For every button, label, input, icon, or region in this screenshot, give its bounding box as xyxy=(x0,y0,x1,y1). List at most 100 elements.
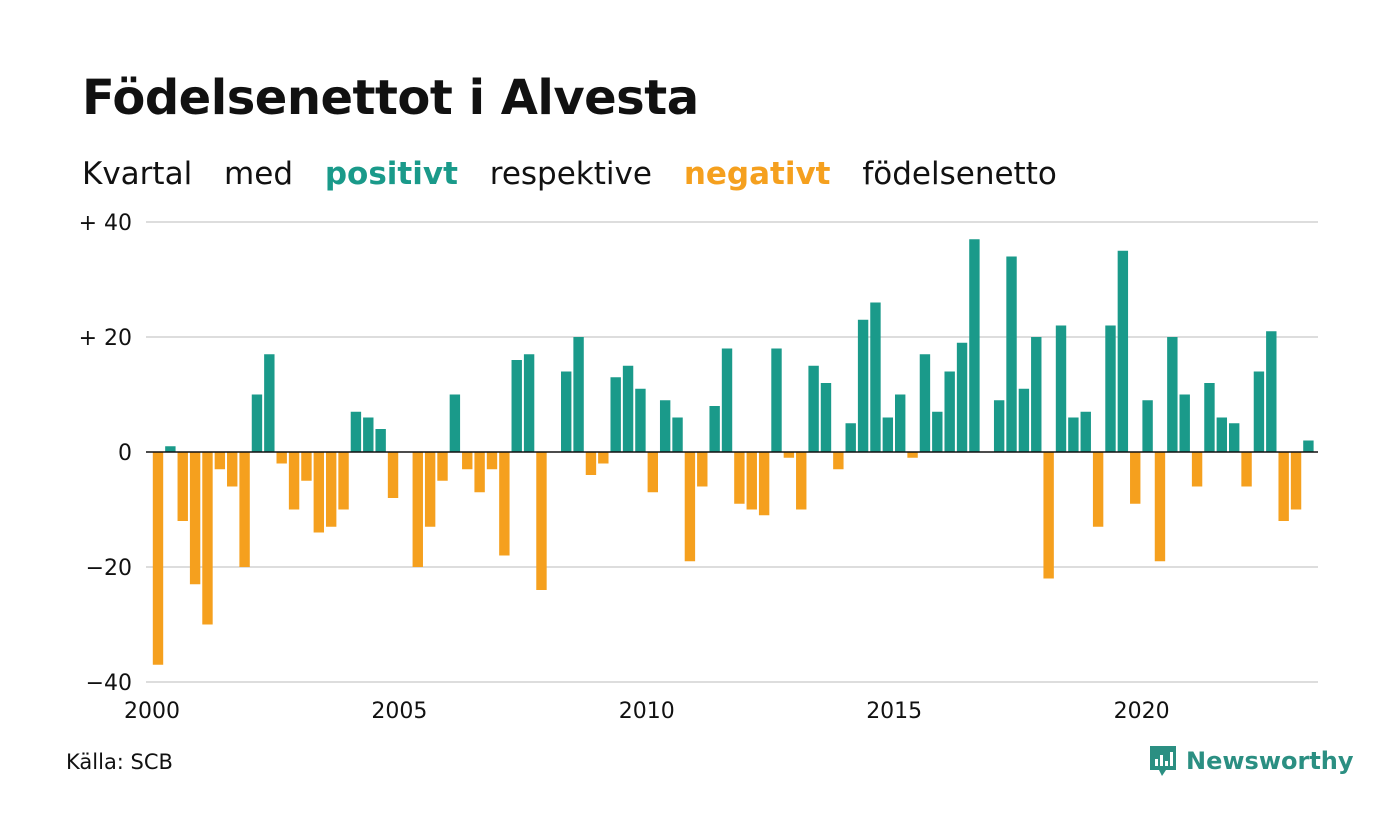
newsworthy-icon xyxy=(1150,746,1176,776)
x-tick-label: 2005 xyxy=(371,699,427,724)
y-tick-label: + 20 xyxy=(79,326,132,351)
bar-negative xyxy=(1241,452,1252,487)
bar-positive xyxy=(1204,383,1215,452)
bar-negative xyxy=(796,452,807,510)
bar-positive xyxy=(882,417,894,452)
bar-positive xyxy=(1068,417,1079,452)
bar-negative xyxy=(462,452,473,470)
bar-positive xyxy=(944,371,955,452)
bar-positive xyxy=(870,302,881,452)
subtitle-negative-label: negativt xyxy=(683,156,831,192)
y-tick-label: −40 xyxy=(86,671,132,696)
bar-positive xyxy=(1105,325,1116,452)
bar-negative xyxy=(214,452,226,470)
bar-positive xyxy=(1055,325,1067,452)
bar-negative xyxy=(1154,452,1166,562)
newsworthy-logo: Newsworthy xyxy=(1148,744,1354,778)
subtitle-word-fodelsenetto: födelsenetto xyxy=(862,156,1057,192)
bar-negative xyxy=(647,452,658,493)
subtitle-word-respektive: respektive xyxy=(489,156,652,192)
bar-positive xyxy=(511,360,522,452)
bar-negative xyxy=(338,452,349,510)
bar-positive xyxy=(449,394,461,452)
bar-negative xyxy=(499,452,510,556)
bar-positive xyxy=(1253,371,1265,452)
bar-positive xyxy=(932,411,943,452)
bar-positive xyxy=(1117,250,1129,452)
bar-positive xyxy=(721,348,733,452)
bar-positive xyxy=(251,394,263,452)
bar-positive xyxy=(363,417,374,452)
brand-name: Newsworthy xyxy=(1186,747,1354,775)
bar-negative xyxy=(189,452,201,585)
bar-negative xyxy=(833,452,844,470)
bar-positive xyxy=(808,365,819,452)
bar-negative xyxy=(387,452,399,498)
source-label: Källa: SCB xyxy=(66,750,173,774)
bar-negative xyxy=(412,452,423,567)
bar-negative xyxy=(746,452,757,510)
bar-positive xyxy=(561,371,572,452)
bar-positive xyxy=(1031,337,1042,452)
bar-negative xyxy=(907,452,918,458)
bar-positive xyxy=(375,429,386,452)
x-tick-label: 2000 xyxy=(124,699,180,724)
bar-negative xyxy=(1191,452,1203,487)
bar-positive xyxy=(659,400,671,452)
bar-negative xyxy=(1278,452,1289,521)
bar-negative xyxy=(684,452,696,562)
bar-negative xyxy=(474,452,485,493)
bar-positive xyxy=(969,239,980,452)
subtitle-word-kvartal: Kvartal xyxy=(82,156,193,192)
bars xyxy=(152,239,1314,665)
bar-negative xyxy=(437,452,448,481)
bar-positive xyxy=(1018,388,1030,452)
bar-positive xyxy=(165,446,176,452)
bar-positive xyxy=(771,348,782,452)
bar-positive xyxy=(523,354,535,452)
bar-negative xyxy=(585,452,597,475)
bar-positive xyxy=(993,400,1005,452)
bar-negative xyxy=(758,452,770,516)
y-tick-label: + 40 xyxy=(79,211,132,236)
bar-negative xyxy=(276,452,287,464)
y-tick-label: −20 xyxy=(86,556,132,581)
bar-negative xyxy=(536,452,547,590)
bar-positive xyxy=(672,417,683,452)
bar-negative xyxy=(239,452,250,567)
bar-positive xyxy=(857,319,869,452)
bar-positive xyxy=(1266,331,1277,452)
bar-positive xyxy=(919,354,931,452)
bar-negative xyxy=(301,452,312,481)
x-tick-label: 2015 xyxy=(866,699,922,724)
x-tick-label: 2020 xyxy=(1114,699,1170,724)
chart-subtitle: Kvartal med positivt respektive negativt… xyxy=(82,156,1079,192)
bar-negative xyxy=(152,452,164,665)
bar-positive xyxy=(1006,256,1017,452)
bar-negative xyxy=(783,452,795,458)
x-axis-ticks: 2000 2005 2010 2015 2020 xyxy=(124,699,1170,724)
bar-negative xyxy=(1043,452,1054,579)
bar-positive xyxy=(1142,400,1153,452)
bar-negative xyxy=(486,452,498,470)
bar-negative xyxy=(227,452,238,487)
bar-positive xyxy=(956,342,968,452)
x-tick-label: 2010 xyxy=(619,699,675,724)
bar-positive xyxy=(1303,440,1314,452)
bar-negative xyxy=(1290,452,1302,510)
chart-title: Födelsenettot i Alvesta xyxy=(82,70,699,126)
bar-negative xyxy=(734,452,745,504)
bar-positive xyxy=(1167,337,1178,452)
bar-positive xyxy=(610,377,621,452)
bar-positive xyxy=(1179,394,1190,452)
bar-positive xyxy=(622,365,634,452)
bar-negative xyxy=(313,452,325,533)
bar-negative xyxy=(424,452,436,527)
bar-positive xyxy=(709,406,720,452)
bar-negative xyxy=(697,452,708,487)
bar-positive xyxy=(635,388,646,452)
bar-positive xyxy=(895,394,906,452)
bar-negative xyxy=(177,452,188,521)
bar-positive xyxy=(573,337,584,452)
